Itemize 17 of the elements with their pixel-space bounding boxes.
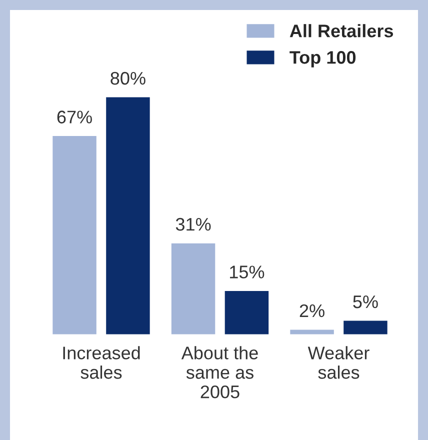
data-label: 31% [176,218,211,231]
data-label: 67% [57,110,92,124]
legend-label: All Retailers [290,24,394,38]
data-label: 15% [230,266,264,278]
legend-label: Top 100 [290,51,356,68]
bar [51,134,98,335]
bar [223,290,270,335]
bar [288,328,336,335]
x-tick-label: Increased sales [63,346,140,379]
bar [170,242,217,335]
bar [104,96,152,335]
bar [342,319,389,335]
data-label: 5% [353,295,378,308]
data-label: 80% [110,72,146,85]
x-tick-label: About the same as 2005 [181,346,258,398]
data-label: 2% [300,304,324,318]
x-tick-label: Weaker sales [308,346,370,379]
